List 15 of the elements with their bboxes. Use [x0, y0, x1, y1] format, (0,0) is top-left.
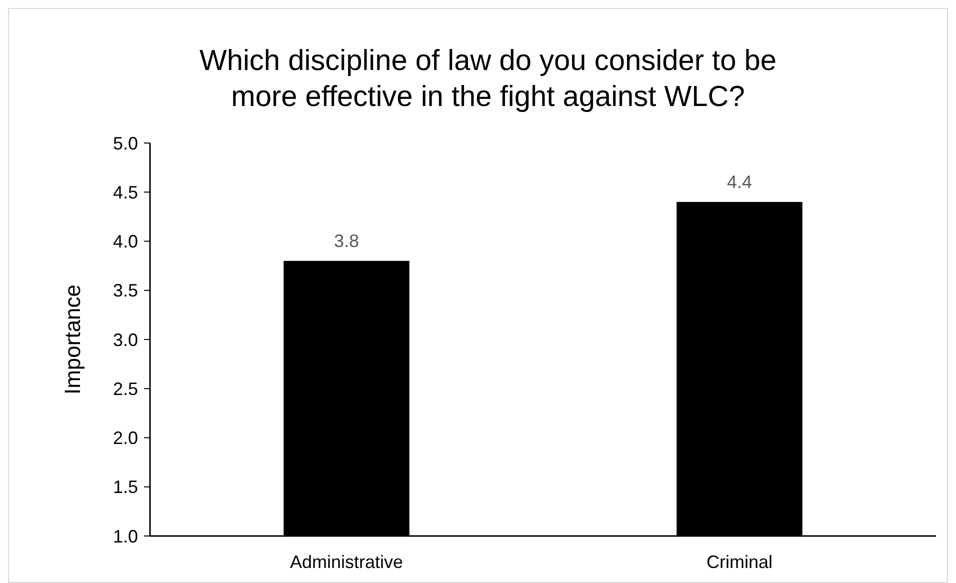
y-tick-label: 4.0 — [112, 232, 138, 252]
y-tick-label: 1.0 — [112, 526, 138, 546]
y-tick-label: 5.0 — [112, 133, 138, 154]
x-tick-label: Administrative — [290, 552, 404, 572]
y-tick-label: 1.5 — [112, 477, 138, 498]
chart-title: Which discipline of law do you consider to be more effective in the fight against WLC? — [199, 45, 777, 113]
y-tick-label: 3.0 — [112, 330, 138, 350]
y-axis-title: Importance — [60, 284, 85, 395]
x-tick-label: Criminal — [706, 552, 773, 572]
data-label: 3.8 — [334, 230, 360, 251]
y-tick-label: 4.5 — [112, 182, 138, 202]
y-tick-label: 2.5 — [112, 378, 138, 399]
y-tick-label: 2.0 — [112, 428, 138, 448]
y-tick-label: 3.5 — [112, 280, 138, 301]
data-label: 4.4 — [726, 172, 752, 192]
